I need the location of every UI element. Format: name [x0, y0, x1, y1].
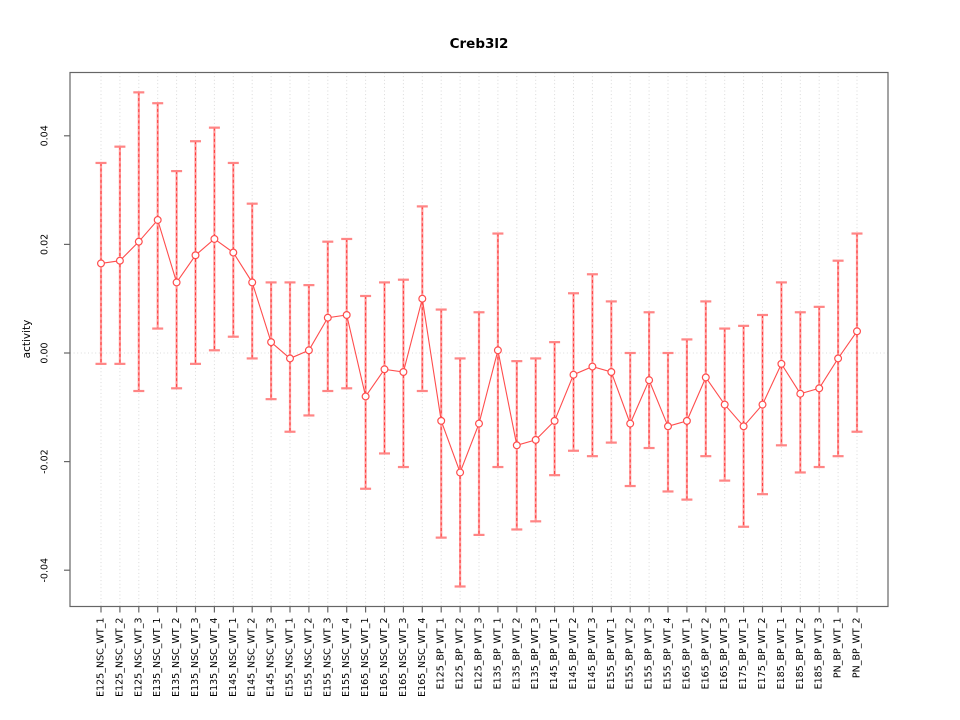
data-point: [96, 259, 105, 268]
x-tick-label: E185_BP_WT_3: [814, 618, 825, 690]
x-tick-label: E155_BP_WT_1: [606, 618, 617, 690]
data-point: [607, 368, 616, 377]
y-tick-label: -0.04: [40, 558, 51, 583]
data-point: [815, 384, 824, 393]
x-tick-label: E165_NSC_WT_2: [379, 618, 390, 697]
x-tick-label: E125_BP_WT_3: [474, 618, 485, 690]
x-tick-label: E155_BP_WT_4: [663, 618, 674, 690]
data-point: [153, 215, 162, 224]
x-tick-label: E125_NSC_WT_1: [96, 618, 107, 697]
x-tick-label: E155_NSC_WT_2: [303, 618, 314, 697]
x-tick-label: E125_BP_WT_1: [436, 618, 447, 690]
x-tick-label: E145_NSC_WT_2: [247, 618, 258, 697]
x-tick-label: E155_NSC_WT_1: [285, 618, 296, 697]
data-point: [645, 376, 654, 385]
data-point: [172, 278, 181, 287]
data-point: [796, 389, 805, 398]
x-tick-label: E125_BP_WT_2: [455, 618, 466, 690]
x-tick-label: E135_BP_WT_3: [530, 618, 541, 690]
data-point: [739, 422, 748, 431]
data-point: [550, 416, 559, 425]
x-tick-label: E125_NSC_WT_3: [133, 618, 144, 697]
data-point: [115, 256, 124, 265]
data-point: [399, 368, 408, 377]
data-point: [134, 237, 143, 246]
x-tick-label: E135_NSC_WT_3: [190, 618, 201, 697]
x-tick-label: E135_BP_WT_1: [492, 618, 503, 690]
x-tick-label: E185_BP_WT_1: [776, 618, 787, 690]
x-tick-label: E145_BP_WT_1: [549, 618, 560, 690]
data-point: [531, 435, 540, 444]
x-tick-label: E145_NSC_WT_3: [266, 618, 277, 697]
y-tick-label: 0.02: [40, 234, 51, 255]
x-tick-label: PN_BP_WT_1: [833, 618, 844, 679]
data-point: [588, 362, 597, 371]
data-point: [437, 416, 446, 425]
x-tick-label: E165_BP_WT_1: [681, 618, 692, 690]
data-point: [229, 248, 238, 257]
data-point: [361, 392, 370, 401]
data-point: [758, 400, 767, 409]
x-tick-label: E145_NSC_WT_1: [228, 618, 239, 697]
data-point: [569, 370, 578, 379]
data-point: [267, 338, 276, 347]
x-tick-label: E175_BP_WT_2: [757, 618, 768, 690]
x-tick-label: E165_NSC_WT_1: [360, 618, 371, 697]
y-tick-label: 0.00: [40, 342, 51, 363]
x-tick-label: E135_NSC_WT_4: [209, 618, 220, 697]
data-point: [286, 354, 295, 363]
x-tick-label: E145_BP_WT_2: [568, 618, 579, 690]
x-tick-label: E165_BP_WT_3: [719, 618, 730, 690]
data-point: [512, 441, 521, 450]
data-point: [418, 294, 427, 303]
data-point: [342, 310, 351, 319]
x-tick-label: E135_NSC_WT_2: [171, 618, 182, 697]
data-point: [701, 373, 710, 382]
x-tick-label: E145_BP_WT_3: [587, 618, 598, 690]
x-tick-label: E175_BP_WT_1: [738, 618, 749, 690]
x-tick-label: E165_BP_WT_2: [700, 618, 711, 690]
data-point: [248, 278, 257, 287]
data-point: [852, 327, 861, 336]
data-point: [456, 468, 465, 477]
x-tick-label: E135_BP_WT_2: [511, 618, 522, 690]
data-point: [493, 346, 502, 355]
x-tick-label: E165_NSC_WT_4: [417, 618, 428, 697]
data-point: [720, 400, 729, 409]
data-point: [210, 234, 219, 243]
data-point: [323, 313, 332, 322]
x-tick-label: PN_BP_WT_2: [852, 618, 863, 679]
data-point: [682, 416, 691, 425]
x-tick-label: E155_NSC_WT_3: [322, 618, 333, 697]
x-tick-label: E165_NSC_WT_3: [398, 618, 409, 697]
x-tick-label: E135_NSC_WT_1: [152, 618, 163, 697]
y-tick-label: -0.02: [40, 449, 51, 474]
x-tick-label: E185_BP_WT_2: [795, 618, 806, 690]
data-point: [380, 365, 389, 374]
data-point: [304, 346, 313, 355]
data-point: [191, 251, 200, 260]
x-tick-label: E155_BP_WT_2: [625, 618, 636, 690]
data-point: [777, 359, 786, 368]
data-point: [834, 354, 843, 363]
data-point: [475, 419, 484, 428]
data-point: [626, 419, 635, 428]
data-point: [663, 422, 672, 431]
y-tick-label: 0.04: [40, 125, 51, 146]
x-tick-label: E155_BP_WT_3: [644, 618, 655, 690]
x-tick-label: E155_NSC_WT_4: [341, 618, 352, 697]
chart-title: Creb3l2: [449, 36, 509, 52]
x-tick-label: E125_NSC_WT_2: [114, 618, 125, 697]
